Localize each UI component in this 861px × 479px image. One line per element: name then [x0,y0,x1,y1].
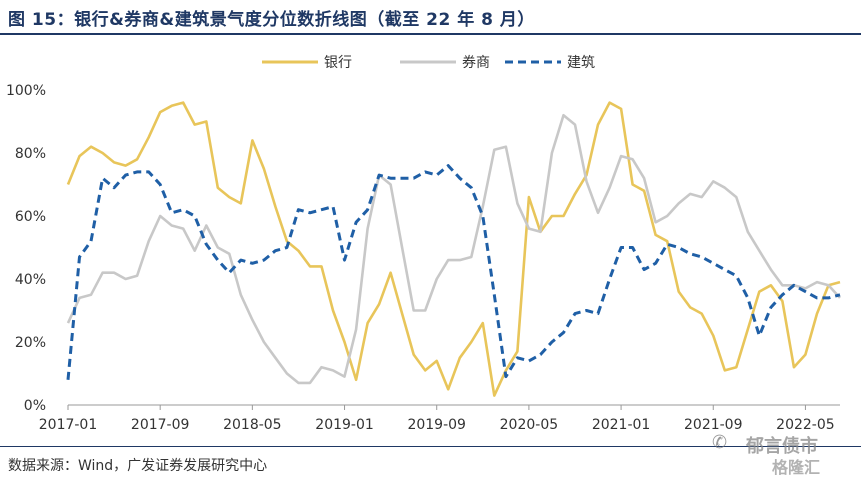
x-tick-label: 2020-05 [500,417,559,433]
series-line-1 [66,101,841,397]
series-line-2 [66,113,841,385]
chart-legend: 银行 券商 建筑 [262,55,595,71]
x-tick-label: 2019-01 [315,417,374,433]
chart-title: 图 15：银行&券商&建筑景气度分位数折线图（截至 22 年 8 月） [8,10,535,30]
y-axis: 0% 20% 40% 60% 80% 100% [6,83,46,414]
wechat-icon: ✆ [712,432,728,453]
title-divider [0,33,861,35]
y-tick-label: 0% [24,398,46,414]
series-line-3 [66,164,841,380]
footer-divider [0,446,861,447]
y-tick-label: 60% [15,209,46,225]
legend-label: 券商 [462,55,490,71]
watermark: ✆ 郁言债市 格隆汇 [712,430,857,477]
x-tick-label: 2017-01 [39,417,98,433]
legend-label: 建筑 [567,55,595,71]
y-tick-label: 80% [15,146,46,162]
legend-label: 银行 [324,55,352,71]
x-tick-label: 2022-05 [776,417,835,433]
x-tick-label: 2021-01 [592,417,651,433]
watermark-logo: 格隆汇 [772,458,821,477]
series-layer [66,101,841,397]
y-tick-label: 20% [15,335,46,351]
watermark-name: 郁言债市 [746,436,818,457]
data-source-note: 数据来源：Wind，广发证券发展研究中心 [8,458,268,474]
x-tick-label: 2017-09 [131,417,190,433]
x-tick-label: 2019-09 [407,417,466,433]
y-tick-label: 100% [6,83,46,99]
line-chart: 银行 券商 建筑 0% 20% 40% 60% 80% 100% 2017-01 2017-09… [6,55,841,433]
y-tick-label: 40% [15,272,46,288]
x-tick-label: 2018-05 [223,417,282,433]
x-axis: 2017-01 2017-09 2018-05 2019-01 2019-09 2020-… [39,404,840,433]
x-tick-label: 2021-09 [684,417,743,433]
